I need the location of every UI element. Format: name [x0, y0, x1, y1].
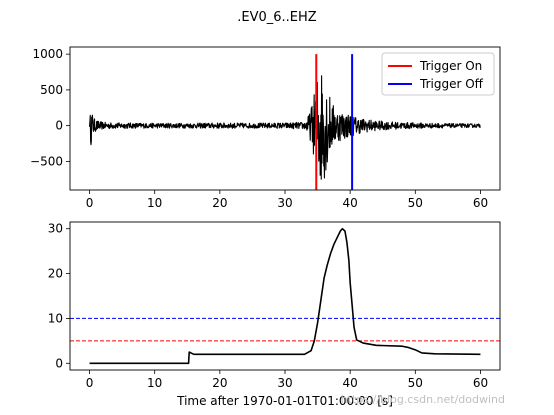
y-tick-label: 20 — [48, 267, 63, 281]
x-tick-label: 20 — [212, 376, 227, 390]
x-tick-label: 0 — [86, 196, 94, 210]
y-tick-label: 500 — [40, 83, 63, 97]
y-tick-label: −500 — [30, 154, 63, 168]
series-line-top — [89, 75, 481, 180]
legend-label: Trigger On — [419, 59, 482, 73]
y-tick-label: 0 — [55, 356, 63, 370]
y-tick-label: 10 — [48, 311, 63, 325]
x-tick-label: 0 — [86, 376, 94, 390]
x-axis-label: Time after 1970-01-01T01:00:00 [s] — [176, 394, 393, 408]
x-tick-label: 40 — [343, 376, 358, 390]
watermark: https://blog.csdn.net/dodwind — [341, 393, 505, 406]
x-tick-label: 60 — [473, 196, 488, 210]
x-tick-label: 30 — [277, 196, 292, 210]
x-tick-label: 20 — [212, 196, 227, 210]
y-tick-label: 0 — [55, 119, 63, 133]
x-tick-label: 10 — [147, 196, 162, 210]
legend: Trigger On Trigger Off — [381, 52, 495, 96]
series-line-bottom — [89, 227, 481, 365]
panel-bottom: 0 10 20 30 40 50 60 0 10 20 30 Time after 1970-01-0… — [48, 221, 501, 408]
plot-area-bottom — [70, 227, 500, 365]
x-tick-label: 60 — [473, 376, 488, 390]
y-tick-label: 30 — [48, 222, 63, 236]
x-tick-label: 50 — [408, 196, 423, 210]
x-tick-label: 10 — [147, 376, 162, 390]
plot-area-top — [89, 54, 481, 190]
x-tick-label: 50 — [408, 376, 423, 390]
y-tick-label: 1000 — [32, 47, 63, 61]
figure-title: .EV0_6..EHZ — [237, 10, 317, 25]
x-tick-label: 30 — [277, 376, 292, 390]
x-tick-label: 40 — [343, 196, 358, 210]
legend-label: Trigger Off — [419, 77, 484, 91]
axes-frame-bottom — [69, 221, 501, 371]
